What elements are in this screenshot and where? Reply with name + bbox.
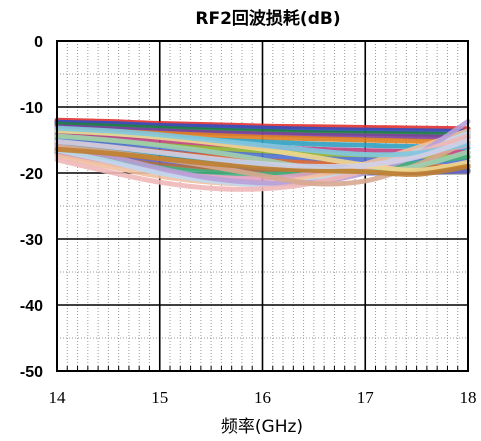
y-tick-label: -20 [20,166,43,183]
y-tick-label: -40 [20,298,43,315]
series-line-26 [54,137,471,169]
x-tick-label: 15 [151,388,168,407]
y-tick-label: -30 [20,232,43,249]
series-line-23 [54,128,471,173]
y-tick-labels: 0 -10 -20 -30 -40 -50 [20,34,43,381]
x-tick-label: 14 [49,388,67,407]
x-tick-label: 16 [254,388,271,407]
series-line-25 [54,125,471,158]
plot-grid [57,41,468,371]
y-tick-label: 0 [34,34,43,51]
series-line-24 [54,146,471,177]
chart-title: RF2回波损耗(dB) [195,8,340,29]
series-line-2 [54,119,471,134]
y-tick-label: -50 [20,364,43,381]
y-tick-label: -10 [20,100,43,117]
plot-frame [56,40,469,372]
x-axis-label: 频率(GHz) [221,417,303,437]
series-line-3 [54,121,471,138]
x-tick-label: 18 [460,388,477,407]
x-tick-labels: 14 15 16 17 18 [49,388,477,407]
series-group [54,117,471,192]
x-tick-label: 17 [357,388,375,407]
